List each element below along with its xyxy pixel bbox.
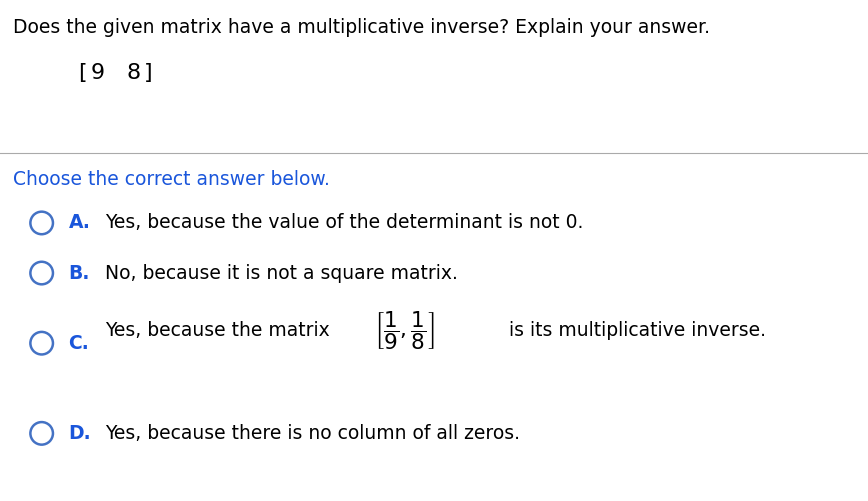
Text: $\left[\,9\quad 8\,\right]$: $\left[\,9\quad 8\,\right]$ — [78, 61, 153, 84]
Text: Yes, because the value of the determinant is not 0.: Yes, because the value of the determinan… — [105, 213, 583, 232]
Text: No, because it is not a square matrix.: No, because it is not a square matrix. — [105, 264, 458, 283]
Text: B.: B. — [69, 264, 90, 283]
Text: D.: D. — [69, 424, 91, 443]
Text: Choose the correct answer below.: Choose the correct answer below. — [13, 170, 330, 189]
Text: C.: C. — [69, 334, 89, 353]
Text: $\left[\dfrac{1}{9},\dfrac{1}{8}\right]$: $\left[\dfrac{1}{9},\dfrac{1}{8}\right]$ — [374, 309, 435, 352]
Text: Does the given matrix have a multiplicative inverse? Explain your answer.: Does the given matrix have a multiplicat… — [13, 18, 710, 37]
Text: Yes, because there is no column of all zeros.: Yes, because there is no column of all z… — [105, 424, 520, 443]
Text: is its multiplicative inverse.: is its multiplicative inverse. — [509, 321, 766, 340]
Text: Yes, because the matrix: Yes, because the matrix — [105, 321, 330, 340]
Text: A.: A. — [69, 213, 90, 232]
